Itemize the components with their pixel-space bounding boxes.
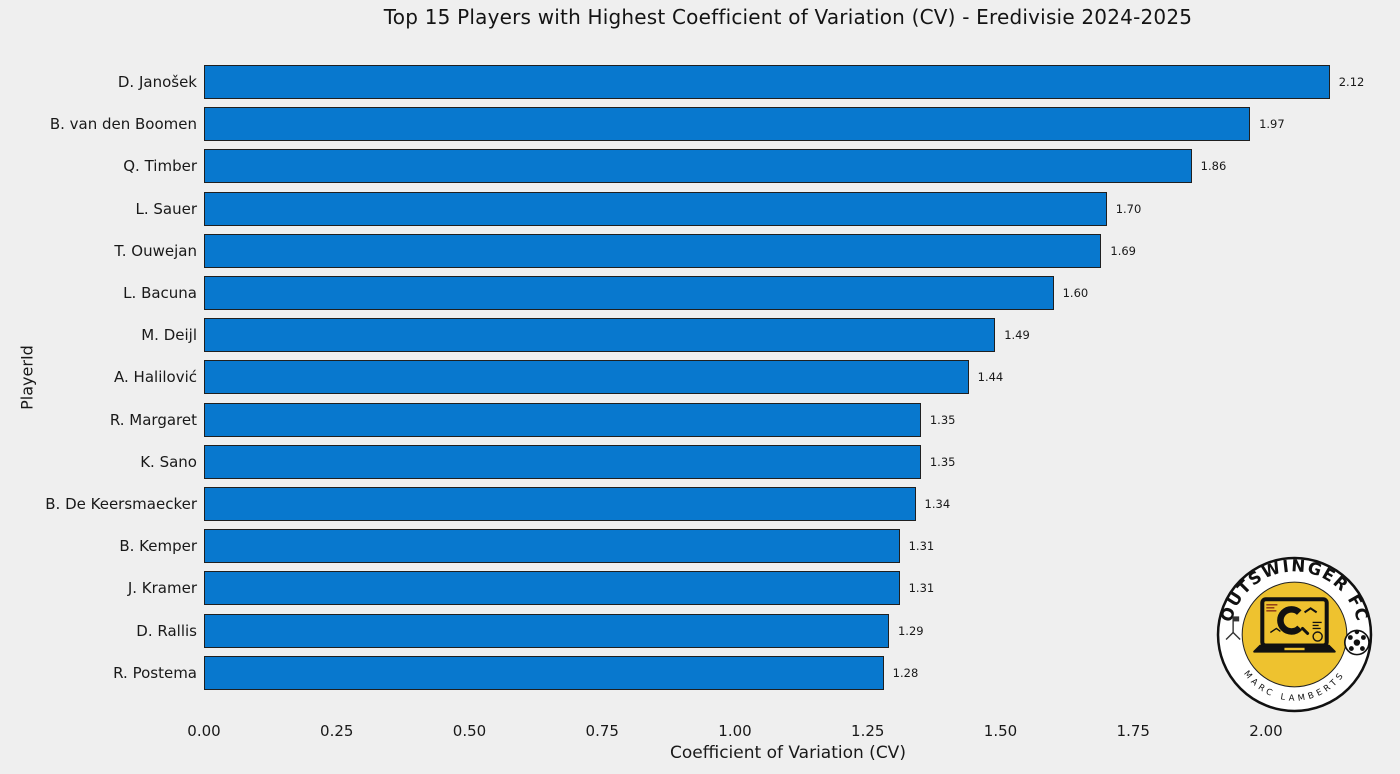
bar [204,276,1054,310]
value-label: 1.35 [929,412,956,427]
player-label: B. van den Boomen [49,115,197,134]
bar [204,655,884,690]
player-label: R. Postema [113,663,197,682]
x-tick-label: 1.50 [983,722,1018,740]
chart-title: Top 15 Players with Highest Coefficient … [383,5,1193,29]
x-tick-label: 0.75 [585,722,619,740]
x-tick-label: 0.00 [187,722,221,740]
x-tick-label: 2.00 [1249,722,1283,740]
x-tick-label: 1.00 [718,722,752,740]
value-label: 1.29 [897,623,924,638]
bar [204,318,996,353]
value-label: 1.44 [977,370,1004,385]
bar [204,444,921,479]
player-label: K. Sano [140,452,197,471]
value-label: 1.35 [929,454,956,469]
x-tick-label: 0.25 [320,722,354,740]
bar [204,487,916,521]
player-label: D. Janošek [117,73,197,91]
player-label: J. Kramer [127,579,197,598]
bar [204,149,1192,184]
corner-flag-icon [1225,616,1241,641]
value-label: 1.34 [924,497,951,511]
value-label: 1.60 [1062,286,1089,300]
x-tick-label: 1.25 [851,722,885,740]
player-label: L. Sauer [135,199,197,218]
value-label: 2.12 [1338,75,1365,89]
player-label: B. De Keersmaecker [45,495,197,513]
value-label: 1.31 [908,539,935,554]
value-label: 1.28 [892,665,919,680]
bar [204,233,1102,268]
bar [204,65,1330,99]
value-label: 1.97 [1259,117,1285,132]
x-tick-label: 1.75 [1116,722,1150,740]
bar [204,191,1107,226]
bar [204,529,900,564]
player-label: T. Ouwejan [114,241,197,260]
bar [204,402,921,437]
player-label: M. Deijl [141,326,197,345]
bar [204,613,889,648]
player-label: D. Rallis [136,621,197,640]
outswinger-logo: OUTSWINGER FC MARC LAMBERTS [1217,556,1373,713]
value-label: 1.69 [1110,243,1136,258]
soccer-ball-icon [1344,629,1370,656]
value-label: 1.86 [1200,159,1227,174]
value-label: 1.31 [908,581,935,596]
bar [204,571,900,606]
player-label: A. Halilović [114,368,197,387]
player-label: L. Bacuna [123,284,197,302]
laptop-icon [1253,597,1336,653]
x-tick-label: 0.50 [452,722,487,740]
value-label: 1.70 [1115,201,1142,216]
bar [204,107,1251,142]
player-label: Q. Timber [123,157,197,176]
player-label: B. Kemper [119,537,197,556]
x-axis-label: Coefficient of Variation (CV) [670,743,906,763]
value-label: 1.49 [1004,328,1030,343]
bar [204,360,969,395]
player-label: R. Margaret [109,410,197,429]
